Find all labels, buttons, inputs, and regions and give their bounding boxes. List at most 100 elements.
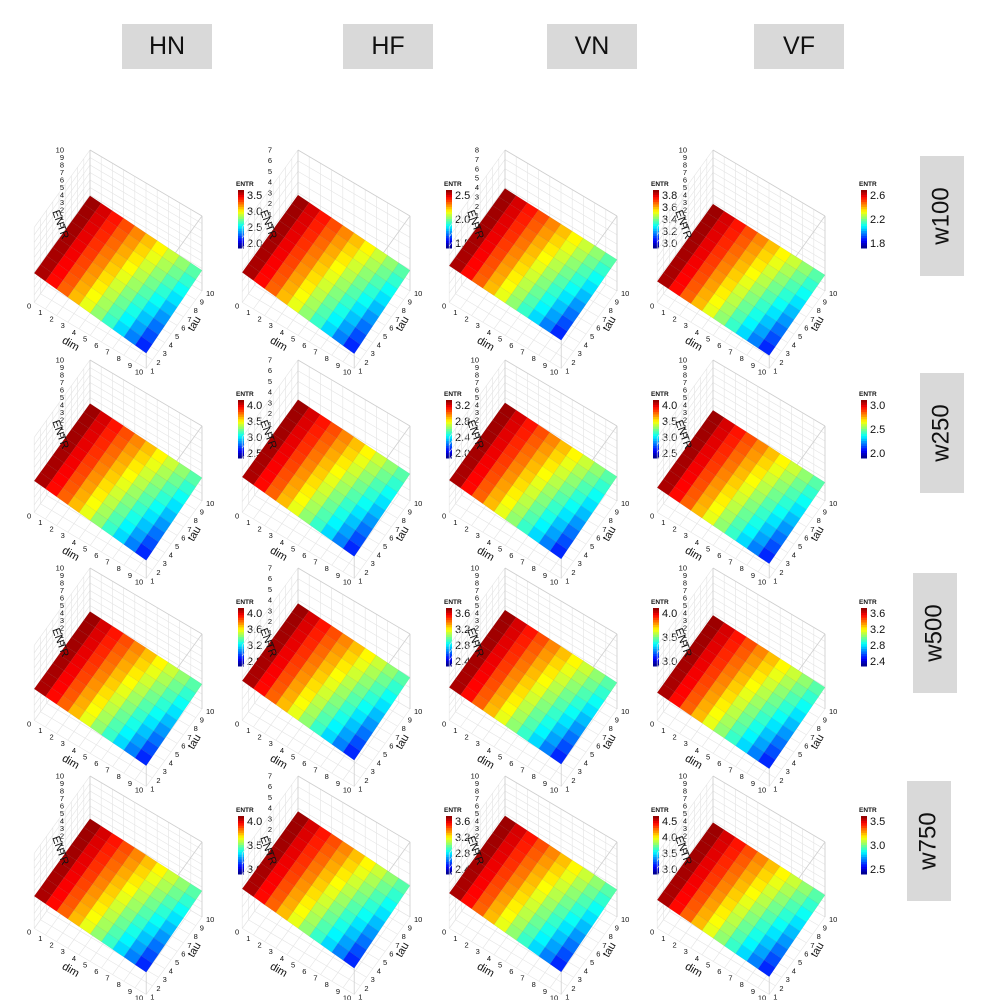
colorbar-band — [238, 206, 244, 210]
x-tick-label: 1 — [38, 726, 42, 735]
colorbar-band — [861, 433, 867, 437]
tau-tick-label: 9 — [408, 716, 412, 725]
colorbar-band — [861, 816, 867, 819]
x-tick-label: 3 — [61, 321, 65, 330]
x-tick-label: 1 — [38, 934, 42, 943]
tau-tick-label: 7 — [810, 733, 814, 742]
colorbar-band — [238, 828, 244, 831]
z-tick-label: 1 — [475, 211, 479, 220]
colorbar-band — [861, 629, 867, 633]
colorbar-band — [861, 228, 867, 232]
grid-line — [241, 171, 299, 250]
colorbar-band — [653, 644, 659, 648]
colorbar-band — [653, 624, 659, 628]
x-tick-label: 1 — [661, 934, 665, 943]
colorbar-band — [653, 426, 659, 430]
colorbar-band — [653, 818, 659, 822]
colorbar-band — [861, 847, 867, 851]
tau-tick-label: 10 — [414, 707, 422, 716]
tau-tick-label: 2 — [364, 358, 368, 367]
colorbar-band — [238, 663, 244, 667]
x-tick-label: 1 — [661, 518, 665, 527]
surface — [448, 402, 618, 560]
colorbar-band — [238, 404, 244, 408]
grid-line — [448, 805, 506, 884]
colorbar-band — [238, 221, 244, 225]
z-tick-label: 0 — [683, 847, 687, 856]
colorbar-tick-label: 4.0 — [247, 608, 262, 620]
z-tick-label: 4 — [268, 178, 272, 187]
x-tick-label: 1 — [453, 518, 457, 527]
tau-tick-label: 7 — [395, 733, 399, 742]
colorbar-band — [861, 448, 867, 452]
colorbar-band — [653, 412, 659, 415]
z-tick-label: 2 — [60, 206, 64, 215]
colorbar-band — [446, 404, 452, 408]
colorbar-band — [653, 455, 659, 459]
z-tick-label: 3 — [60, 198, 64, 207]
surface-plot-w100-VF: 012345678910ENTR012345678910dim123456789… — [650, 146, 885, 377]
tau-tick-label: 4 — [584, 967, 588, 976]
x-tick-label: 2 — [257, 941, 261, 950]
x-tick-label: 3 — [476, 739, 480, 748]
colorbar-band — [446, 825, 452, 829]
colorbar-band — [238, 402, 244, 406]
colorbar-band — [861, 441, 867, 444]
colorbar-band — [861, 426, 867, 430]
x-tick-label: 5 — [706, 334, 710, 343]
z-tick-label: 7 — [268, 564, 272, 573]
tau-tick-label: 4 — [792, 551, 796, 560]
colorbar-band — [653, 219, 659, 222]
x-tick-label: 3 — [61, 947, 65, 956]
grid-line — [145, 708, 203, 787]
tau-tick-label: 6 — [596, 741, 600, 750]
grid-line — [448, 168, 506, 247]
colorbar-band — [238, 436, 244, 440]
colorbar-band — [238, 864, 244, 868]
tau-tick-label: 7 — [810, 525, 814, 534]
z-tick-label: 4 — [60, 191, 64, 200]
colorbar-band — [653, 639, 659, 643]
tau-tick-label: 6 — [389, 949, 393, 958]
tau-tick-label: 5 — [175, 542, 179, 551]
z-tick-label: 0 — [60, 847, 64, 856]
tau-tick-label: 1 — [358, 576, 362, 585]
colorbar-band — [238, 412, 244, 415]
row-header-label: w100 — [928, 187, 955, 245]
colorbar-band — [238, 400, 244, 403]
colorbar-band — [653, 653, 659, 657]
colorbar-band — [861, 238, 867, 242]
z-tick-label: 5 — [475, 393, 479, 402]
z-tick-label: 2 — [268, 825, 272, 834]
tau-tick-label: 9 — [823, 298, 827, 307]
grid-line — [656, 805, 714, 884]
x-tick-label: 10 — [758, 577, 766, 586]
x-tick-label: 10 — [550, 367, 558, 376]
z-tick-label: 3 — [268, 606, 272, 615]
row-header-w500: w500 — [913, 573, 957, 693]
colorbar-band — [446, 816, 452, 819]
x-tick-label: 7 — [728, 348, 732, 357]
x-tick-label: 7 — [520, 766, 524, 775]
colorbar-band — [446, 622, 452, 626]
colorbar-band — [446, 637, 452, 640]
colorbar-band — [238, 453, 244, 457]
surface-plot-w250-VF: 012345678910ENTR012345678910dim123456789… — [650, 356, 885, 587]
colorbar-band — [653, 840, 659, 844]
colorbar-band — [861, 840, 867, 844]
column-header-label: VN — [574, 32, 610, 60]
colorbar-band — [861, 637, 867, 640]
tau-tick-label: 7 — [810, 941, 814, 950]
colorbar-band — [238, 845, 244, 848]
tau-tick-label: 8 — [609, 724, 613, 733]
z-tick-label: 0 — [268, 639, 272, 648]
tau-tick-label: 4 — [584, 551, 588, 560]
colorbar-band — [446, 426, 452, 430]
colorbar-band — [653, 407, 659, 411]
tau-tick-label: 8 — [609, 516, 613, 525]
z-tick-label: 2 — [475, 416, 479, 425]
z-tick-label: 7 — [683, 378, 687, 387]
colorbar-band — [861, 818, 867, 822]
x-tick-label: 2 — [464, 315, 468, 324]
z-tick-label: 6 — [475, 594, 479, 603]
